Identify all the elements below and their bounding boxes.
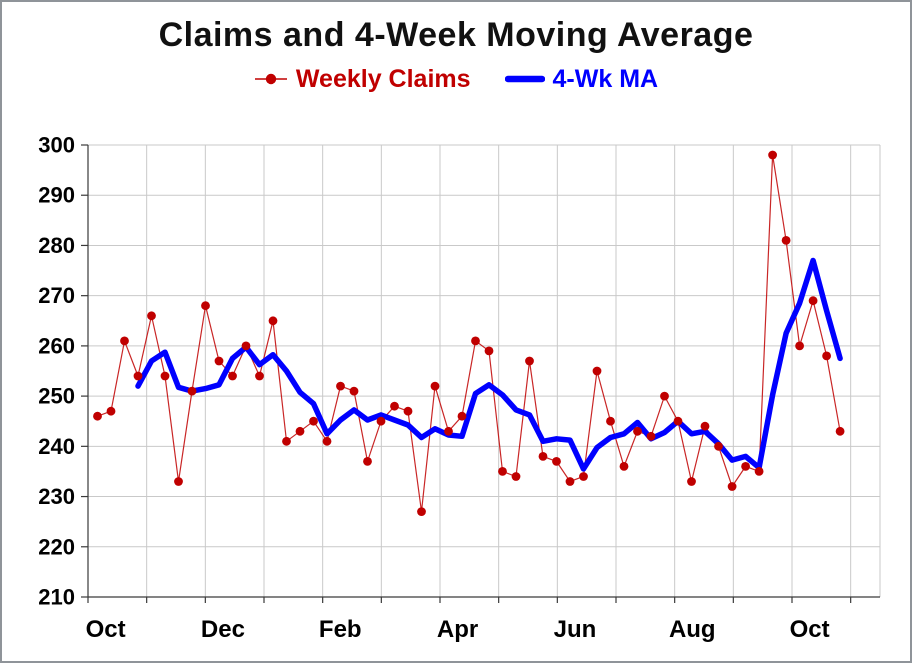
weekly-claims-point <box>552 457 561 466</box>
x-tick-label: Jun <box>554 616 597 643</box>
weekly-claims-point <box>606 416 615 426</box>
x-tick-label: Dec <box>201 616 245 643</box>
y-tick-label: 230 <box>38 484 75 509</box>
y-tick-label: 210 <box>38 585 75 610</box>
weekly-claims-point <box>484 346 494 356</box>
weekly-claims-point <box>700 421 710 431</box>
weekly-claims-point <box>714 441 723 451</box>
weekly-claims-point <box>201 301 210 311</box>
x-tick-label: Oct <box>86 616 126 643</box>
weekly-claims-point <box>781 236 791 245</box>
weekly-claims-point <box>255 371 264 381</box>
weekly-claims-point <box>619 462 629 471</box>
x-tick-label: Feb <box>319 616 362 643</box>
weekly-claims-point <box>349 386 359 396</box>
x-tick-label: Oct <box>790 616 830 643</box>
weekly-claims-point <box>673 416 683 426</box>
weekly-claims-point <box>322 436 332 446</box>
y-tick-label: 280 <box>38 233 75 258</box>
y-tick-label: 220 <box>38 534 75 559</box>
weekly-claims-point <box>660 391 669 401</box>
weekly-claims-point <box>417 507 426 516</box>
x-tick-label: Aug <box>669 616 716 643</box>
legend-item-weekly-claims: Weekly Claims <box>254 65 471 94</box>
weekly-claims-point <box>633 426 642 436</box>
weekly-claims-point <box>835 426 845 436</box>
y-tick-label: 260 <box>38 333 75 358</box>
weekly-claims-point <box>106 406 116 416</box>
weekly-claims-point <box>754 467 764 476</box>
weekly-claims-point <box>808 296 818 306</box>
weekly-claims-point <box>646 431 656 441</box>
weekly-claims-point <box>741 462 750 471</box>
weekly-claims-point <box>525 356 534 366</box>
weekly-claims-point <box>471 336 480 346</box>
y-tick-label: 270 <box>38 283 75 308</box>
x-tick-label: Apr <box>437 616 478 643</box>
ma-line <box>135 257 843 472</box>
weekly-claims-point <box>592 366 602 376</box>
plot-area: 210 220 230 240 250 260 270 280 290 300 Oct Dec Feb A… <box>38 133 881 643</box>
chart-title: Claims and 4-Week Moving Average <box>158 16 754 54</box>
weekly-claims-point <box>444 426 453 436</box>
weekly-claims-point <box>295 426 305 436</box>
weekly-claims-point <box>268 316 278 326</box>
weekly-claims-point <box>403 406 413 416</box>
weekly-claims-point <box>93 411 102 421</box>
weekly-claims-point <box>147 311 156 321</box>
weekly-claims-point <box>430 381 440 391</box>
legend-label-4wk-ma: 4-Wk MA <box>552 64 659 93</box>
weekly-claims-point <box>133 371 143 381</box>
ma-marker-icon <box>504 75 545 83</box>
y-tick-label: 300 <box>38 133 75 158</box>
weekly-claims-point <box>228 371 237 381</box>
weekly-claims-point <box>822 351 831 361</box>
y-tick-label: 240 <box>38 434 75 459</box>
weekly-claims-point <box>687 477 696 486</box>
weekly-claims-point <box>282 436 291 446</box>
chart-legend: Weekly Claims 4-Wk MA <box>2 61 910 97</box>
weekly-claims-point <box>214 356 224 366</box>
weekly-claims-point <box>376 416 386 426</box>
legend-item-4wk-ma: 4-Wk MA <box>504 64 659 94</box>
weekly-claims-point <box>457 411 467 421</box>
weekly-claims-point <box>241 341 251 351</box>
legend-label-weekly-claims: Weekly Claims <box>295 64 471 93</box>
weekly-claims-marker-icon <box>254 73 287 85</box>
weekly-claims-point <box>187 386 197 396</box>
weekly-claims-point <box>120 336 129 346</box>
weekly-claims-point <box>538 452 548 461</box>
weekly-claims-point <box>363 457 372 466</box>
weekly-claims-point <box>511 472 521 481</box>
y-tick-label: 250 <box>38 384 75 409</box>
y-tick-label: 290 <box>38 183 75 208</box>
weekly-claims-point <box>174 477 183 486</box>
weekly-claims-point <box>160 371 170 381</box>
weekly-claims-point <box>579 472 588 481</box>
weekly-claims-point <box>727 482 737 491</box>
weekly-claims-point <box>336 381 345 391</box>
weekly-claims-point <box>390 401 399 411</box>
weekly-claims-point <box>565 477 575 486</box>
weekly-claims-point <box>498 467 507 476</box>
weekly-claims-point <box>795 341 804 351</box>
weekly-claims-point <box>768 150 777 160</box>
weekly-claims-point <box>309 416 318 426</box>
